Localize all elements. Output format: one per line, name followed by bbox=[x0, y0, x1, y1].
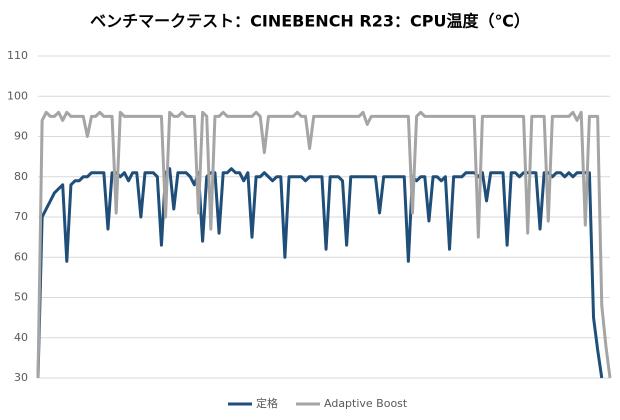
chart-title: ベンチマークテスト：CINEBENCH R23：CPU温度（℃） bbox=[90, 12, 530, 31]
y-tick-label: 90 bbox=[14, 130, 28, 143]
y-tick-label: 110 bbox=[7, 49, 28, 62]
series-line bbox=[36, 110, 612, 379]
legend-label: Adaptive Boost bbox=[324, 397, 408, 410]
y-tick-label: 50 bbox=[14, 291, 28, 304]
y-tick-label: 30 bbox=[14, 371, 28, 384]
y-tick-label: 100 bbox=[7, 89, 28, 102]
series-line bbox=[36, 167, 604, 379]
y-tick-label: 40 bbox=[14, 331, 28, 344]
legend-label: 定格 bbox=[256, 396, 278, 410]
y-tick-label: 70 bbox=[14, 210, 28, 223]
y-tick-label: 80 bbox=[14, 170, 28, 183]
y-tick-label: 60 bbox=[14, 250, 28, 263]
